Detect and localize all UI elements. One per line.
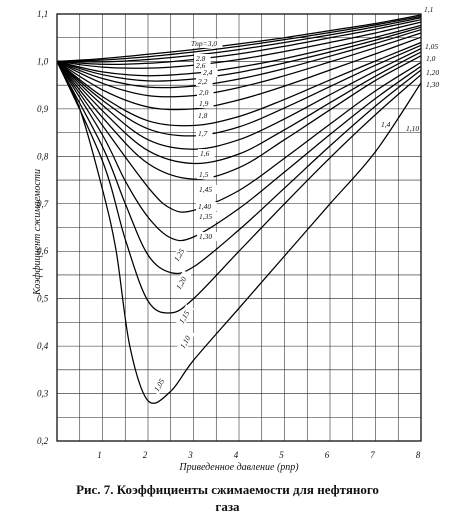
curve-labels: Tпр=3,0 2,82,62,42,2 2,0 1,9 1,8 1,7 1,6 1,5 1,4… (150, 5, 439, 395)
curve-label-bg (201, 68, 218, 77)
caption-line-2: газа (215, 499, 240, 514)
curve-label-bg (176, 329, 196, 352)
curve-line (56, 14, 422, 63)
curve-line (56, 15, 422, 63)
y-tick-label: 1,1 (37, 9, 48, 19)
x-tick-label: 6 (325, 450, 330, 460)
curve-line (56, 51, 422, 165)
curve-label: 1,9 (199, 99, 209, 108)
curve-label-bg (197, 99, 214, 108)
curve-label-bg (197, 212, 218, 221)
curve-line (56, 44, 422, 137)
curve-line (56, 61, 422, 404)
y-axis-title: Коэффициент сжимаемости (32, 169, 43, 296)
curve-label-bg (196, 202, 217, 211)
curve-label-right: 1,20 (426, 68, 439, 77)
curve-line (56, 21, 422, 69)
curve-label: 1,30 (199, 232, 212, 241)
curve-label: 1,45 (199, 185, 212, 194)
curve-line (56, 17, 422, 63)
curve-label-bg (197, 88, 214, 97)
y-tick-label: 0,9 (37, 104, 49, 114)
curve-line (56, 41, 422, 127)
compressibility-chart: 1 2 3 4 5 6 7 8 0,2 0,3 0,4 0,5 0,6 0,7 0,8 0,9 1,0 1,1 T… (32, 5, 439, 473)
curve-line (56, 61, 422, 242)
curve-label-bg (198, 149, 215, 158)
curve-line (56, 48, 422, 150)
curve-label-right: 1,1 (424, 5, 433, 14)
curve-line (56, 24, 422, 77)
curve-label: 1,40 (198, 202, 211, 211)
curve-label-bg (194, 61, 211, 70)
curve-line (56, 55, 422, 180)
y-tick-label: 0,6 (37, 246, 49, 256)
x-tick-label: 2 (143, 450, 148, 460)
x-tick-label: 3 (187, 450, 193, 460)
y-tick-label: 0,5 (37, 294, 49, 304)
y-tick-label: 0,3 (37, 389, 49, 399)
x-tick-label: 5 (279, 450, 284, 460)
curves (56, 14, 422, 404)
curve-label: 2,4 (203, 68, 213, 77)
curve-label-bg (197, 185, 218, 194)
curve-label-right: 1,4 (381, 120, 391, 129)
curve-label-bg (196, 111, 213, 120)
curve-line (56, 26, 422, 82)
curve-line (56, 19, 422, 66)
curve-line (56, 29, 422, 89)
curve-label: 1,5 (199, 170, 209, 179)
y-tick-label: 0,4 (37, 341, 49, 351)
curve-label: Tпр=3,0 (191, 39, 217, 48)
figure-caption: Рис. 7. Коэффициенты сжимаемости для неф… (20, 481, 435, 515)
curve-label: 1,6 (200, 149, 210, 158)
y-tick-label: 0,7 (37, 199, 49, 209)
curve-line (56, 61, 422, 314)
tick-labels: 1 2 3 4 5 6 7 8 0,2 0,3 0,4 0,5 0,6 0,7 0,8 0,9 1,0 1,1 (37, 9, 421, 460)
x-tick-label: 4 (234, 450, 239, 460)
curve-label-bg (197, 232, 218, 241)
curve-label: 1,7 (198, 129, 208, 138)
x-tick-label: 7 (370, 450, 375, 460)
curve-label-bg (194, 54, 211, 63)
curve-label-bg (172, 270, 192, 293)
curve-label: 1,35 (199, 212, 212, 221)
curve-label: 1,8 (198, 111, 208, 120)
curve-label: 2,6 (196, 61, 206, 70)
curve-line (56, 36, 422, 111)
curve-label: 2,2 (198, 77, 208, 86)
curve-label-bg (197, 170, 214, 179)
curve-label-right: 1,10 (406, 124, 419, 133)
y-tick-label: 1,0 (37, 56, 49, 66)
curve-label-right: 1,05 (425, 42, 438, 51)
curve-label-bg (196, 129, 213, 138)
curve-label-bg (189, 39, 223, 48)
x-tick-label: 8 (416, 450, 421, 460)
x-axis-title: Приведенное давление (pпр) (178, 462, 299, 473)
curve-line (56, 61, 422, 275)
curve-label-bg (170, 242, 190, 265)
plot-frame (56, 13, 422, 442)
y-tick-label: 0,8 (37, 151, 49, 161)
curve-label-bg (196, 77, 213, 86)
y-tick-label: 0,2 (37, 436, 49, 446)
curve-line (56, 32, 422, 98)
curve-label: 2,0 (199, 88, 209, 97)
curve-label-right: 1,30 (426, 80, 439, 89)
x-tick-label: 1 (97, 450, 102, 460)
curve-label-right: 1,0 (426, 54, 436, 63)
curve-label-bg (175, 304, 195, 327)
curve-label: 2,8 (196, 54, 206, 63)
curve-label-bg (150, 372, 170, 395)
caption-line-1: Рис. 7. Коэффициенты сжимаемости для неф… (76, 482, 379, 497)
